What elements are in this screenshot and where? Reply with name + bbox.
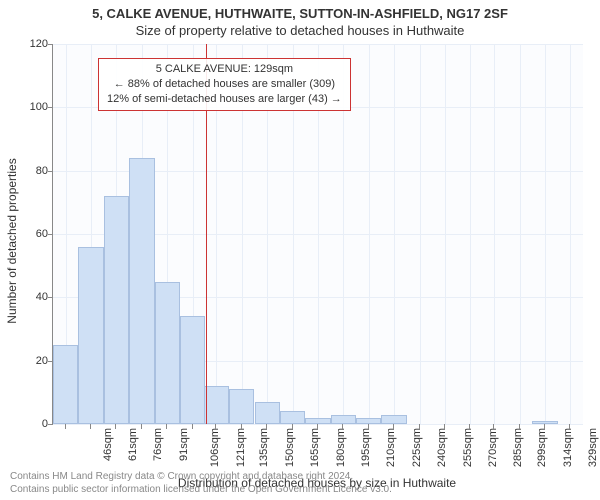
x-tick-mark bbox=[368, 424, 369, 429]
x-tick-label: 106sqm bbox=[209, 428, 221, 467]
x-tick-label: 121sqm bbox=[235, 428, 247, 467]
histogram-bar bbox=[280, 411, 305, 424]
x-tick-mark bbox=[342, 424, 343, 429]
chart-title-sub: Size of property relative to detached ho… bbox=[0, 21, 600, 38]
x-tick-label: 135sqm bbox=[259, 428, 271, 467]
x-tick-mark bbox=[393, 424, 394, 429]
histogram-bar bbox=[229, 389, 254, 424]
x-tick-label: 150sqm bbox=[284, 428, 296, 467]
x-tick-label: 329sqm bbox=[587, 428, 599, 467]
x-tick-mark bbox=[519, 424, 520, 429]
x-tick-label: 180sqm bbox=[335, 428, 347, 467]
x-tick-mark bbox=[469, 424, 470, 429]
x-tick-mark bbox=[90, 424, 91, 429]
grid-line-h bbox=[53, 424, 583, 425]
x-tick-mark bbox=[493, 424, 494, 429]
y-tick-label: 120 bbox=[8, 38, 48, 50]
x-tick-mark bbox=[192, 424, 193, 429]
x-tick-label: 91sqm bbox=[178, 428, 190, 461]
x-tick-label: 210sqm bbox=[386, 428, 398, 467]
x-tick-label: 270sqm bbox=[487, 428, 499, 467]
x-tick-label: 255sqm bbox=[462, 428, 474, 467]
histogram-bar bbox=[53, 345, 78, 424]
y-tick-mark bbox=[48, 424, 53, 425]
chart-title-main: 5, CALKE AVENUE, HUTHWAITE, SUTTON-IN-AS… bbox=[0, 0, 600, 21]
histogram-bar bbox=[129, 158, 154, 424]
x-tick-mark bbox=[115, 424, 116, 429]
chart-container: 5 CALKE AVENUE: 129sqm ← 88% of detached… bbox=[52, 44, 582, 424]
y-tick-label: 100 bbox=[8, 101, 48, 113]
x-tick-label: 240sqm bbox=[436, 428, 448, 467]
annotation-line1: 5 CALKE AVENUE: 129sqm bbox=[107, 62, 342, 77]
footer-line2: Contains public sector information licen… bbox=[10, 484, 392, 497]
histogram-bar bbox=[255, 402, 280, 424]
x-tick-label: 76sqm bbox=[153, 428, 165, 461]
plot-area: 5 CALKE AVENUE: 129sqm ← 88% of detached… bbox=[52, 44, 583, 425]
histogram-bar bbox=[381, 415, 406, 425]
x-tick-mark bbox=[292, 424, 293, 429]
histogram-bar bbox=[155, 282, 180, 425]
histogram-bar bbox=[78, 247, 103, 424]
y-tick-label: 20 bbox=[8, 355, 48, 367]
y-tick-label: 0 bbox=[8, 418, 48, 430]
x-tick-mark bbox=[419, 424, 420, 429]
annotation-box: 5 CALKE AVENUE: 129sqm ← 88% of detached… bbox=[98, 58, 351, 111]
x-tick-label: 285sqm bbox=[513, 428, 525, 467]
x-tick-mark bbox=[569, 424, 570, 429]
x-tick-mark bbox=[444, 424, 445, 429]
annotation-line2: ← 88% of detached houses are smaller (30… bbox=[107, 77, 342, 92]
x-tick-mark bbox=[266, 424, 267, 429]
x-tick-mark bbox=[544, 424, 545, 429]
histogram-bar bbox=[331, 415, 356, 425]
footer-line1: Contains HM Land Registry data © Crown c… bbox=[10, 471, 392, 484]
footer: Contains HM Land Registry data © Crown c… bbox=[10, 471, 392, 496]
x-tick-label: 61sqm bbox=[127, 428, 139, 461]
histogram-bar bbox=[180, 316, 205, 424]
x-tick-mark bbox=[215, 424, 216, 429]
x-tick-label: 46sqm bbox=[102, 428, 114, 461]
x-tick-mark bbox=[141, 424, 142, 429]
x-tick-mark bbox=[65, 424, 66, 429]
histogram-bar bbox=[204, 386, 229, 424]
x-tick-label: 165sqm bbox=[309, 428, 321, 467]
x-tick-label: 299sqm bbox=[536, 428, 548, 467]
x-tick-label: 195sqm bbox=[360, 428, 372, 467]
annotation-line3: 12% of semi-detached houses are larger (… bbox=[107, 92, 342, 107]
x-tick-mark bbox=[241, 424, 242, 429]
x-tick-label: 314sqm bbox=[562, 428, 574, 467]
x-tick-label: 225sqm bbox=[411, 428, 423, 467]
x-tick-mark bbox=[166, 424, 167, 429]
x-tick-mark bbox=[317, 424, 318, 429]
histogram-bar bbox=[104, 196, 129, 424]
